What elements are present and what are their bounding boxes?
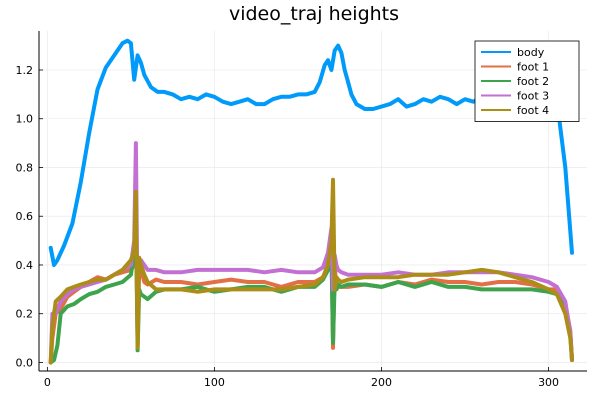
series-line-foot-4 — [48, 177, 574, 365]
y-tick-label: 0.6 — [16, 210, 34, 223]
y-tick-label: 0.4 — [16, 259, 34, 272]
axes: 0 100 200 300 0.0 0.2 0.4 0.6 0.8 1.0 1.2 — [16, 31, 587, 389]
legend-label: foot 1 — [517, 61, 549, 74]
series-line-foot-3 — [48, 141, 574, 365]
x-tick-label: 300 — [538, 376, 559, 389]
y-tick-label: 0.0 — [16, 356, 34, 369]
legend-label: foot 3 — [517, 90, 549, 103]
x-tick-label: 200 — [371, 376, 392, 389]
legend-label: body — [517, 46, 545, 59]
series-layer — [48, 38, 574, 365]
legend-label: foot 4 — [517, 104, 549, 117]
y-tick-label: 0.2 — [16, 308, 34, 321]
chart-title: video_traj heights — [229, 3, 399, 25]
x-tick-label: 0 — [44, 376, 51, 389]
y-tick-label: 1.0 — [16, 113, 34, 126]
series-line-foot-2 — [48, 214, 574, 365]
y-tick-label: 1.2 — [16, 64, 34, 77]
y-tick-label: 0.8 — [16, 161, 34, 174]
x-tick-label: 100 — [204, 376, 225, 389]
legend-label: foot 2 — [517, 75, 549, 88]
